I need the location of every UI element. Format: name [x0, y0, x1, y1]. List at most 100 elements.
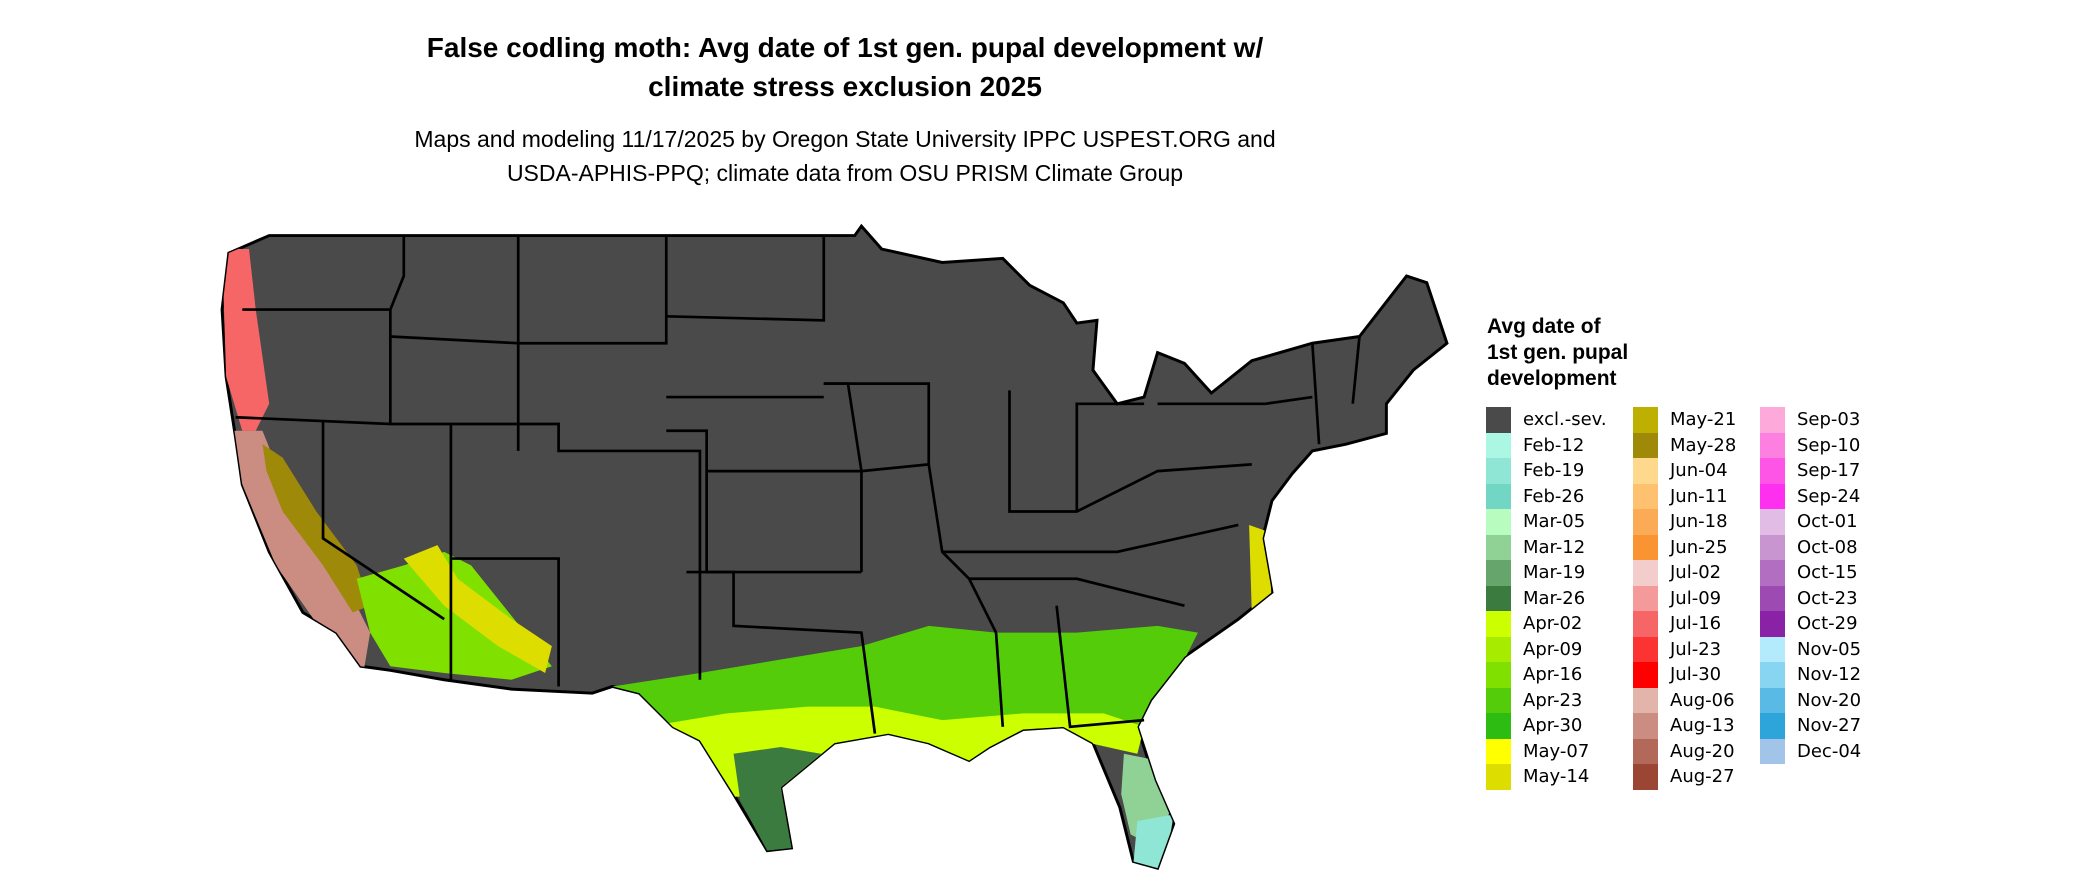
california-coast-aug-region [228, 430, 371, 673]
legend-swatch [1486, 407, 1511, 433]
legend-item: Feb-19 [1486, 458, 1607, 484]
legend-item: Nov-27 [1760, 713, 1861, 739]
legend-swatch [1760, 636, 1785, 662]
legend-label: Dec-04 [1797, 740, 1862, 762]
legend-swatch [1633, 662, 1658, 688]
legend-label: Aug-06 [1670, 689, 1735, 711]
legend-swatch [1486, 432, 1511, 458]
legend-item: Oct-23 [1760, 585, 1861, 611]
legend-label: Apr-23 [1523, 689, 1583, 711]
legend-title-line: development [1487, 367, 1617, 390]
map-subtitle-line-2: USDA-APHIS-PPQ; climate data from OSU PR… [506, 160, 1184, 186]
legend-swatch [1633, 534, 1658, 560]
legend-item: Sep-03 [1760, 407, 1861, 433]
legend-label: Oct-08 [1797, 536, 1858, 558]
legend-column-3: Sep-03 Sep-10 Sep-17 Sep-24 Oct-01 Oct-08 Oct-… [1760, 407, 1861, 764]
legend-label: Feb-12 [1523, 434, 1585, 456]
legend-swatch [1633, 636, 1658, 662]
legend-item: May-07 [1486, 738, 1607, 764]
legend-swatch [1633, 458, 1658, 484]
legend-item: Oct-01 [1760, 509, 1861, 535]
legend-swatch [1633, 483, 1658, 509]
legend-swatch [1486, 713, 1511, 739]
legend-label: Jul-02 [1670, 562, 1722, 584]
legend-label: May-07 [1523, 740, 1590, 762]
legend-swatch [1760, 713, 1785, 739]
central-valley-may-region [262, 444, 371, 613]
legend-item: Apr-16 [1486, 662, 1607, 688]
legend-swatch [1633, 509, 1658, 535]
legend-item: Jul-30 [1633, 662, 1736, 688]
legend-item: Jun-25 [1633, 534, 1736, 560]
legend-item: Sep-17 [1760, 458, 1861, 484]
legend-item: Mar-26 [1486, 585, 1607, 611]
legend-label: Nov-05 [1797, 638, 1862, 660]
legend-item: Aug-13 [1633, 713, 1736, 739]
legend-label: May-21 [1670, 409, 1737, 431]
legend-label: Apr-30 [1523, 715, 1583, 737]
legend-item: Aug-27 [1633, 764, 1736, 790]
legend-swatch [1760, 585, 1785, 611]
legend-label: May-28 [1670, 434, 1737, 456]
legend-swatch [1760, 458, 1785, 484]
legend-label: Aug-13 [1670, 715, 1735, 737]
legend-label: Jun-18 [1670, 511, 1728, 533]
legend-item: Mar-12 [1486, 534, 1607, 560]
legend-label: Nov-27 [1797, 715, 1862, 737]
legend-swatch [1760, 611, 1785, 637]
legend-swatch [1633, 764, 1658, 790]
legend-item: Nov-05 [1760, 636, 1862, 662]
legend-label: May-14 [1523, 766, 1590, 788]
legend-swatch [1486, 636, 1511, 662]
legend-label: Oct-29 [1797, 613, 1858, 635]
legend-label: Mar-19 [1523, 562, 1586, 584]
legend-item: Jun-04 [1633, 458, 1736, 484]
legend-item: Mar-05 [1486, 509, 1607, 535]
legend-label: Apr-02 [1523, 613, 1583, 635]
legend-label: Apr-09 [1523, 638, 1583, 660]
legend-swatch [1486, 509, 1511, 535]
legend-title-line: Avg date of [1487, 315, 1601, 338]
legend-label: Jun-04 [1670, 460, 1728, 482]
legend-item: May-28 [1633, 432, 1737, 458]
legend-item: Apr-02 [1486, 611, 1607, 637]
legend-swatch [1486, 687, 1511, 713]
legend-label: Oct-15 [1797, 562, 1858, 584]
legend-label: Jun-25 [1670, 536, 1728, 558]
state-borders [235, 235, 1361, 734]
legend-swatch [1760, 560, 1785, 586]
legend-item: May-21 [1633, 407, 1736, 433]
legend-item: Jun-18 [1633, 509, 1736, 535]
legend-label: Mar-26 [1523, 587, 1586, 609]
legend-swatch [1633, 432, 1658, 458]
legend-title-line: 1st gen. pupal [1487, 341, 1629, 364]
legend-title: Avg date of 1st gen. pupal development [1487, 314, 1628, 392]
legend-label: Apr-16 [1523, 664, 1583, 686]
legend-item: Sep-24 [1760, 483, 1861, 509]
legend-label: Jul-30 [1670, 664, 1722, 686]
legend-item: Jun-11 [1633, 483, 1736, 509]
legend-label: Sep-03 [1797, 409, 1861, 431]
legend-label: Nov-20 [1797, 689, 1862, 711]
legend-swatch [1760, 407, 1785, 433]
southwest-desert-may-region [403, 545, 552, 673]
legend-label: Sep-10 [1797, 434, 1861, 456]
legend-item: Nov-12 [1760, 662, 1861, 688]
legend-swatch [1633, 585, 1658, 611]
legend-swatch [1760, 509, 1785, 535]
legend-swatch [1633, 560, 1658, 586]
legend-item: Sep-10 [1760, 432, 1861, 458]
legend-swatch [1760, 534, 1785, 560]
legend-item: Apr-23 [1486, 687, 1607, 713]
legend-swatch [1486, 611, 1511, 637]
legend-label: Sep-24 [1797, 485, 1861, 507]
legend-label: Oct-23 [1797, 587, 1858, 609]
legend-label: Aug-20 [1670, 740, 1735, 762]
legend-label: Jun-11 [1670, 485, 1728, 507]
legend-item: Feb-26 [1486, 483, 1607, 509]
legend-item: May-14 [1486, 764, 1607, 790]
legend-item: Mar-19 [1486, 560, 1607, 586]
legend-item: Jul-09 [1633, 585, 1736, 611]
legend-item: Dec-04 [1760, 738, 1862, 764]
